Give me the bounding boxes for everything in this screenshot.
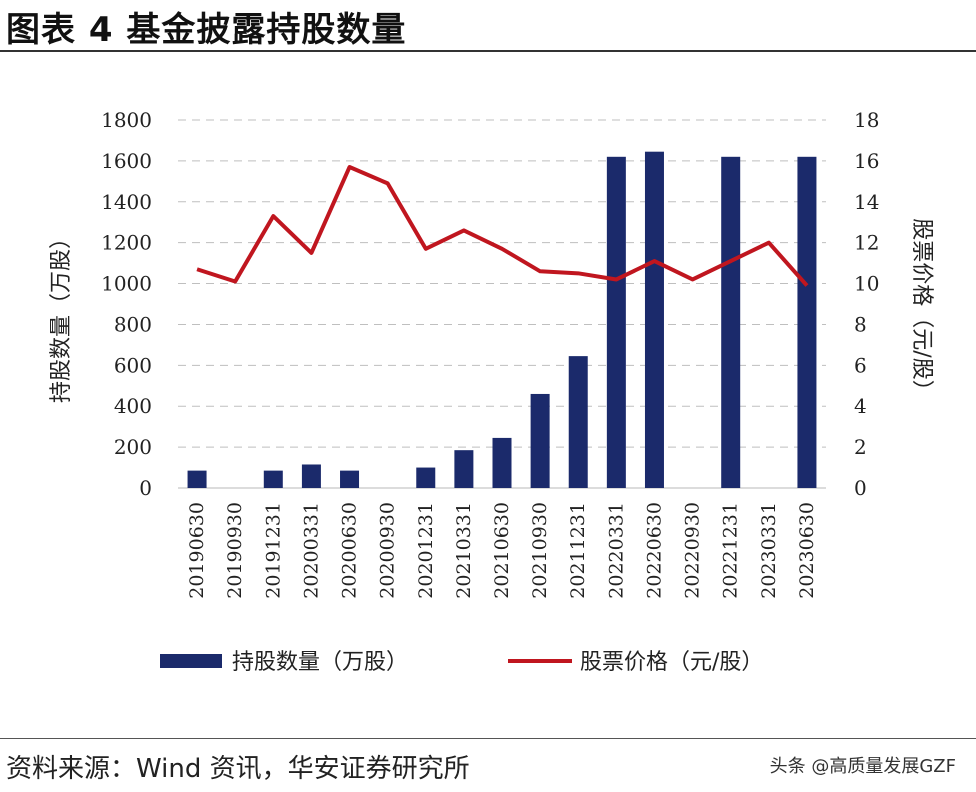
x-tick-label: 20200331 xyxy=(300,502,322,599)
bar-20191231 xyxy=(263,470,283,488)
legend-bar-swatch xyxy=(160,654,222,668)
x-tick-label: 20201231 xyxy=(415,502,437,599)
legend-bar-label: 持股数量（万股） xyxy=(232,650,408,675)
bar-20210630 xyxy=(492,437,512,488)
bar-20210930 xyxy=(530,393,550,488)
left-tick-label: 600 xyxy=(114,353,152,377)
legend: 持股数量（万股） 股票价格（元/股） xyxy=(160,650,763,675)
left-axis-title: 持股数量（万股） xyxy=(49,227,74,403)
left-tick-label: 0 xyxy=(139,476,152,500)
left-tick-label: 1600 xyxy=(101,149,152,173)
left-tick-label: 200 xyxy=(114,435,152,459)
left-tick-label: 800 xyxy=(114,312,152,336)
x-tick-label: 20230630 xyxy=(796,502,818,599)
price-line xyxy=(196,165,809,287)
right-tick-label: 18 xyxy=(854,108,879,132)
chart: 0 200 400 600 800 1000 1200 1400 1600 1800 0 2 4 6 8 1… xyxy=(49,108,934,675)
left-tick-label: 1200 xyxy=(101,231,152,255)
bar-20230630 xyxy=(797,156,817,489)
right-tick-label: 6 xyxy=(854,353,867,377)
right-tick-label: 8 xyxy=(854,312,867,336)
left-axis-ticks: 0 200 400 600 800 1000 1200 1400 1600 1800 xyxy=(101,108,152,500)
x-tick-label: 20230331 xyxy=(758,502,780,599)
title-rule xyxy=(0,50,976,52)
source-note: 资料来源：Wind 资讯，华安证券研究所 xyxy=(6,754,470,784)
bar-20211231 xyxy=(568,356,588,488)
figure-title: 图表 4 基金披露持股数量 xyxy=(6,10,407,50)
bar-series xyxy=(187,151,817,489)
x-tick-label: 20190630 xyxy=(186,502,208,599)
bar-20190630 xyxy=(187,470,207,488)
x-tick-label: 20210630 xyxy=(491,502,513,599)
right-tick-label: 4 xyxy=(854,394,867,418)
left-tick-label: 1400 xyxy=(101,190,152,214)
x-tick-label: 20210331 xyxy=(453,502,475,599)
x-tick-label: 20190930 xyxy=(224,502,246,599)
right-axis-title: 股票价格（元/股） xyxy=(909,218,934,401)
left-tick-label: 400 xyxy=(114,394,152,418)
bar-20220630 xyxy=(644,151,664,488)
x-tick-label: 20191231 xyxy=(262,502,284,599)
source-rule xyxy=(0,738,976,739)
x-tick-label: 20210930 xyxy=(529,502,551,599)
right-tick-label: 2 xyxy=(854,435,867,459)
right-tick-label: 14 xyxy=(854,190,879,214)
legend-line-label: 股票价格（元/股） xyxy=(580,650,763,675)
watermark: 头条 @高质量发展GZF xyxy=(769,756,956,777)
right-tick-label: 0 xyxy=(854,476,867,500)
bar-20220331 xyxy=(606,156,626,489)
x-tick-label: 20220630 xyxy=(643,502,665,599)
bar-20200630 xyxy=(340,470,360,488)
x-tick-label: 20211231 xyxy=(567,502,589,599)
right-tick-label: 12 xyxy=(854,231,879,255)
bar-20200331 xyxy=(301,464,321,488)
left-tick-label: 1800 xyxy=(101,108,152,132)
x-tick-label: 20200930 xyxy=(377,502,399,599)
bar-20210331 xyxy=(454,450,474,488)
x-tick-label: 20200630 xyxy=(339,502,361,599)
bar-20221231 xyxy=(721,156,741,489)
right-tick-label: 10 xyxy=(854,272,879,296)
x-axis-ticks: 20190630 20190930 20191231 20200331 20200630… xyxy=(186,502,818,599)
right-axis-ticks: 0 2 4 6 8 10 12 14 16 18 xyxy=(854,108,879,500)
x-tick-label: 20221231 xyxy=(720,502,742,599)
left-tick-label: 1000 xyxy=(101,272,152,296)
right-tick-label: 16 xyxy=(854,149,879,173)
bar-20201231 xyxy=(416,467,436,488)
x-tick-label: 20220331 xyxy=(605,502,627,599)
line-series xyxy=(196,165,809,287)
x-tick-label: 20220930 xyxy=(682,502,704,599)
